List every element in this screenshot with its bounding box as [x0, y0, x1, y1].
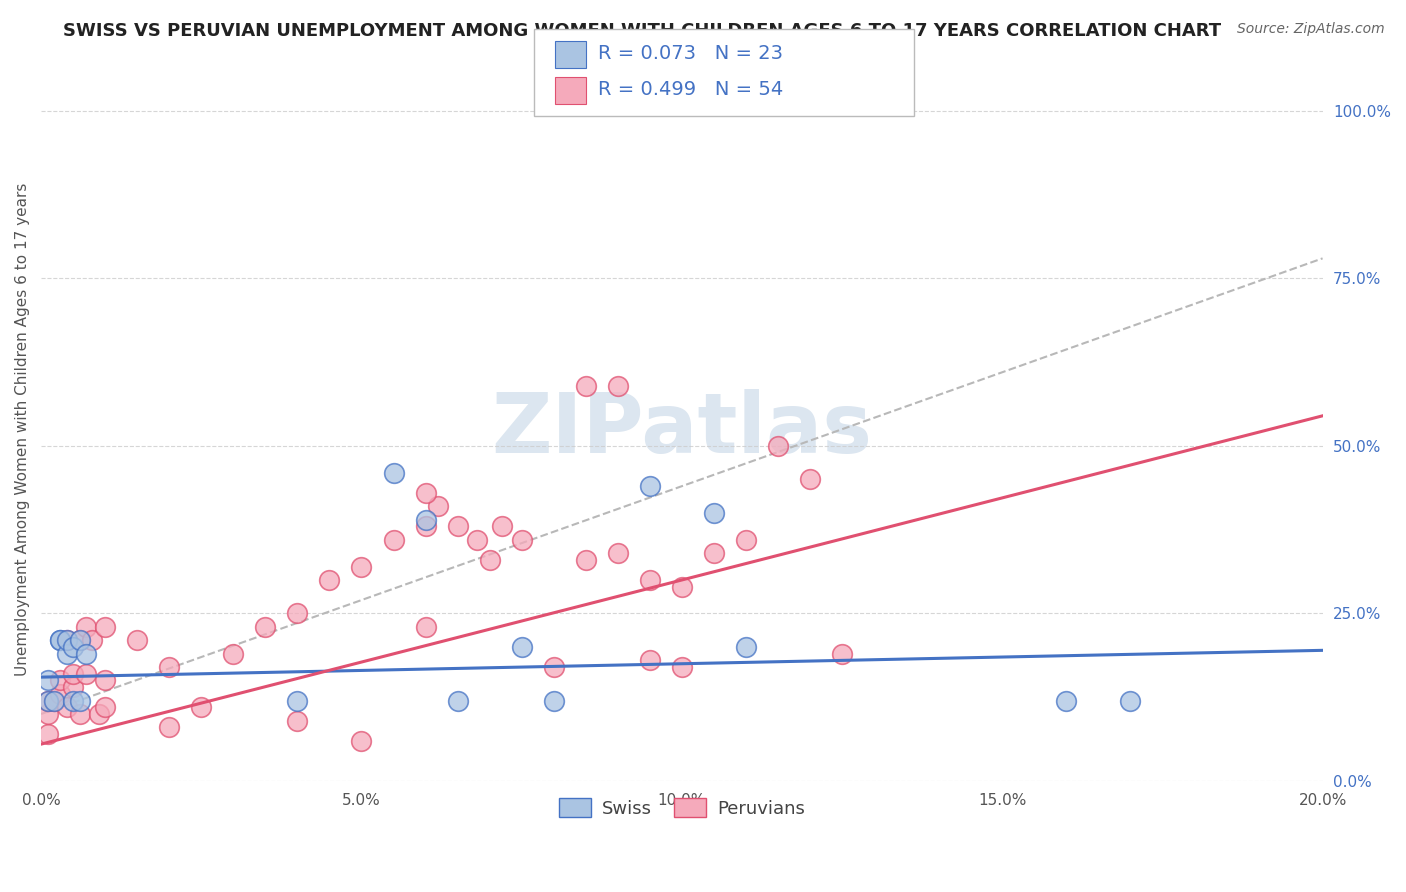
Point	[671, 660, 693, 674]
Point	[287, 693, 309, 707]
Point	[638, 573, 661, 587]
Point	[62, 666, 84, 681]
Point	[638, 479, 661, 493]
Point	[671, 580, 693, 594]
Point	[37, 706, 59, 721]
Point	[350, 733, 373, 747]
Point	[510, 533, 533, 547]
Point	[157, 660, 180, 674]
Point	[1054, 693, 1077, 707]
Point	[318, 573, 340, 587]
Point	[49, 633, 72, 648]
Point	[42, 693, 65, 707]
Point	[157, 720, 180, 734]
Point	[799, 473, 821, 487]
Point	[62, 640, 84, 654]
Point	[510, 640, 533, 654]
Point	[37, 673, 59, 688]
Point	[543, 660, 565, 674]
Point	[575, 378, 598, 392]
Point	[62, 693, 84, 707]
Point	[446, 519, 468, 533]
Point	[55, 633, 77, 648]
Point	[37, 693, 59, 707]
Y-axis label: Unemployment Among Women with Children Ages 6 to 17 years: Unemployment Among Women with Children A…	[15, 183, 30, 676]
Point	[446, 693, 468, 707]
Point	[49, 633, 72, 648]
Point	[287, 607, 309, 621]
Point	[606, 378, 628, 392]
Point	[49, 673, 72, 688]
Point	[382, 466, 405, 480]
Point	[42, 693, 65, 707]
Point	[69, 693, 91, 707]
Legend: Swiss, Peruvians: Swiss, Peruvians	[551, 791, 813, 825]
Text: Source: ZipAtlas.com: Source: ZipAtlas.com	[1237, 22, 1385, 37]
Text: SWISS VS PERUVIAN UNEMPLOYMENT AMONG WOMEN WITH CHILDREN AGES 6 TO 17 YEARS CORR: SWISS VS PERUVIAN UNEMPLOYMENT AMONG WOM…	[63, 22, 1222, 40]
Point	[190, 700, 212, 714]
Point	[606, 546, 628, 560]
Text: R = 0.499   N = 54: R = 0.499 N = 54	[598, 80, 783, 99]
Point	[491, 519, 513, 533]
Point	[735, 640, 758, 654]
Point	[831, 647, 853, 661]
Point	[69, 633, 91, 648]
Point	[478, 553, 501, 567]
Point	[75, 647, 97, 661]
Point	[62, 680, 84, 694]
Point	[94, 673, 117, 688]
Point	[37, 727, 59, 741]
Point	[37, 693, 59, 707]
Point	[82, 633, 104, 648]
Point	[75, 620, 97, 634]
Point	[415, 486, 437, 500]
Point	[55, 633, 77, 648]
Point	[127, 633, 149, 648]
Point	[94, 700, 117, 714]
Point	[55, 647, 77, 661]
Point	[766, 439, 789, 453]
Point	[49, 687, 72, 701]
Point	[575, 553, 598, 567]
Point	[254, 620, 277, 634]
Point	[543, 693, 565, 707]
Point	[87, 706, 110, 721]
Text: ZIPatlas: ZIPatlas	[491, 389, 872, 470]
Point	[638, 653, 661, 667]
Point	[735, 533, 758, 547]
Point	[222, 647, 245, 661]
Point	[69, 706, 91, 721]
Point	[703, 506, 725, 520]
Point	[465, 533, 488, 547]
Point	[415, 519, 437, 533]
Point	[94, 620, 117, 634]
Point	[75, 666, 97, 681]
Point	[415, 513, 437, 527]
Point	[703, 546, 725, 560]
Point	[287, 714, 309, 728]
Point	[415, 620, 437, 634]
Text: R = 0.073   N = 23: R = 0.073 N = 23	[598, 44, 783, 63]
Point	[427, 500, 450, 514]
Point	[69, 633, 91, 648]
Point	[382, 533, 405, 547]
Point	[350, 559, 373, 574]
Point	[1119, 693, 1142, 707]
Point	[55, 700, 77, 714]
